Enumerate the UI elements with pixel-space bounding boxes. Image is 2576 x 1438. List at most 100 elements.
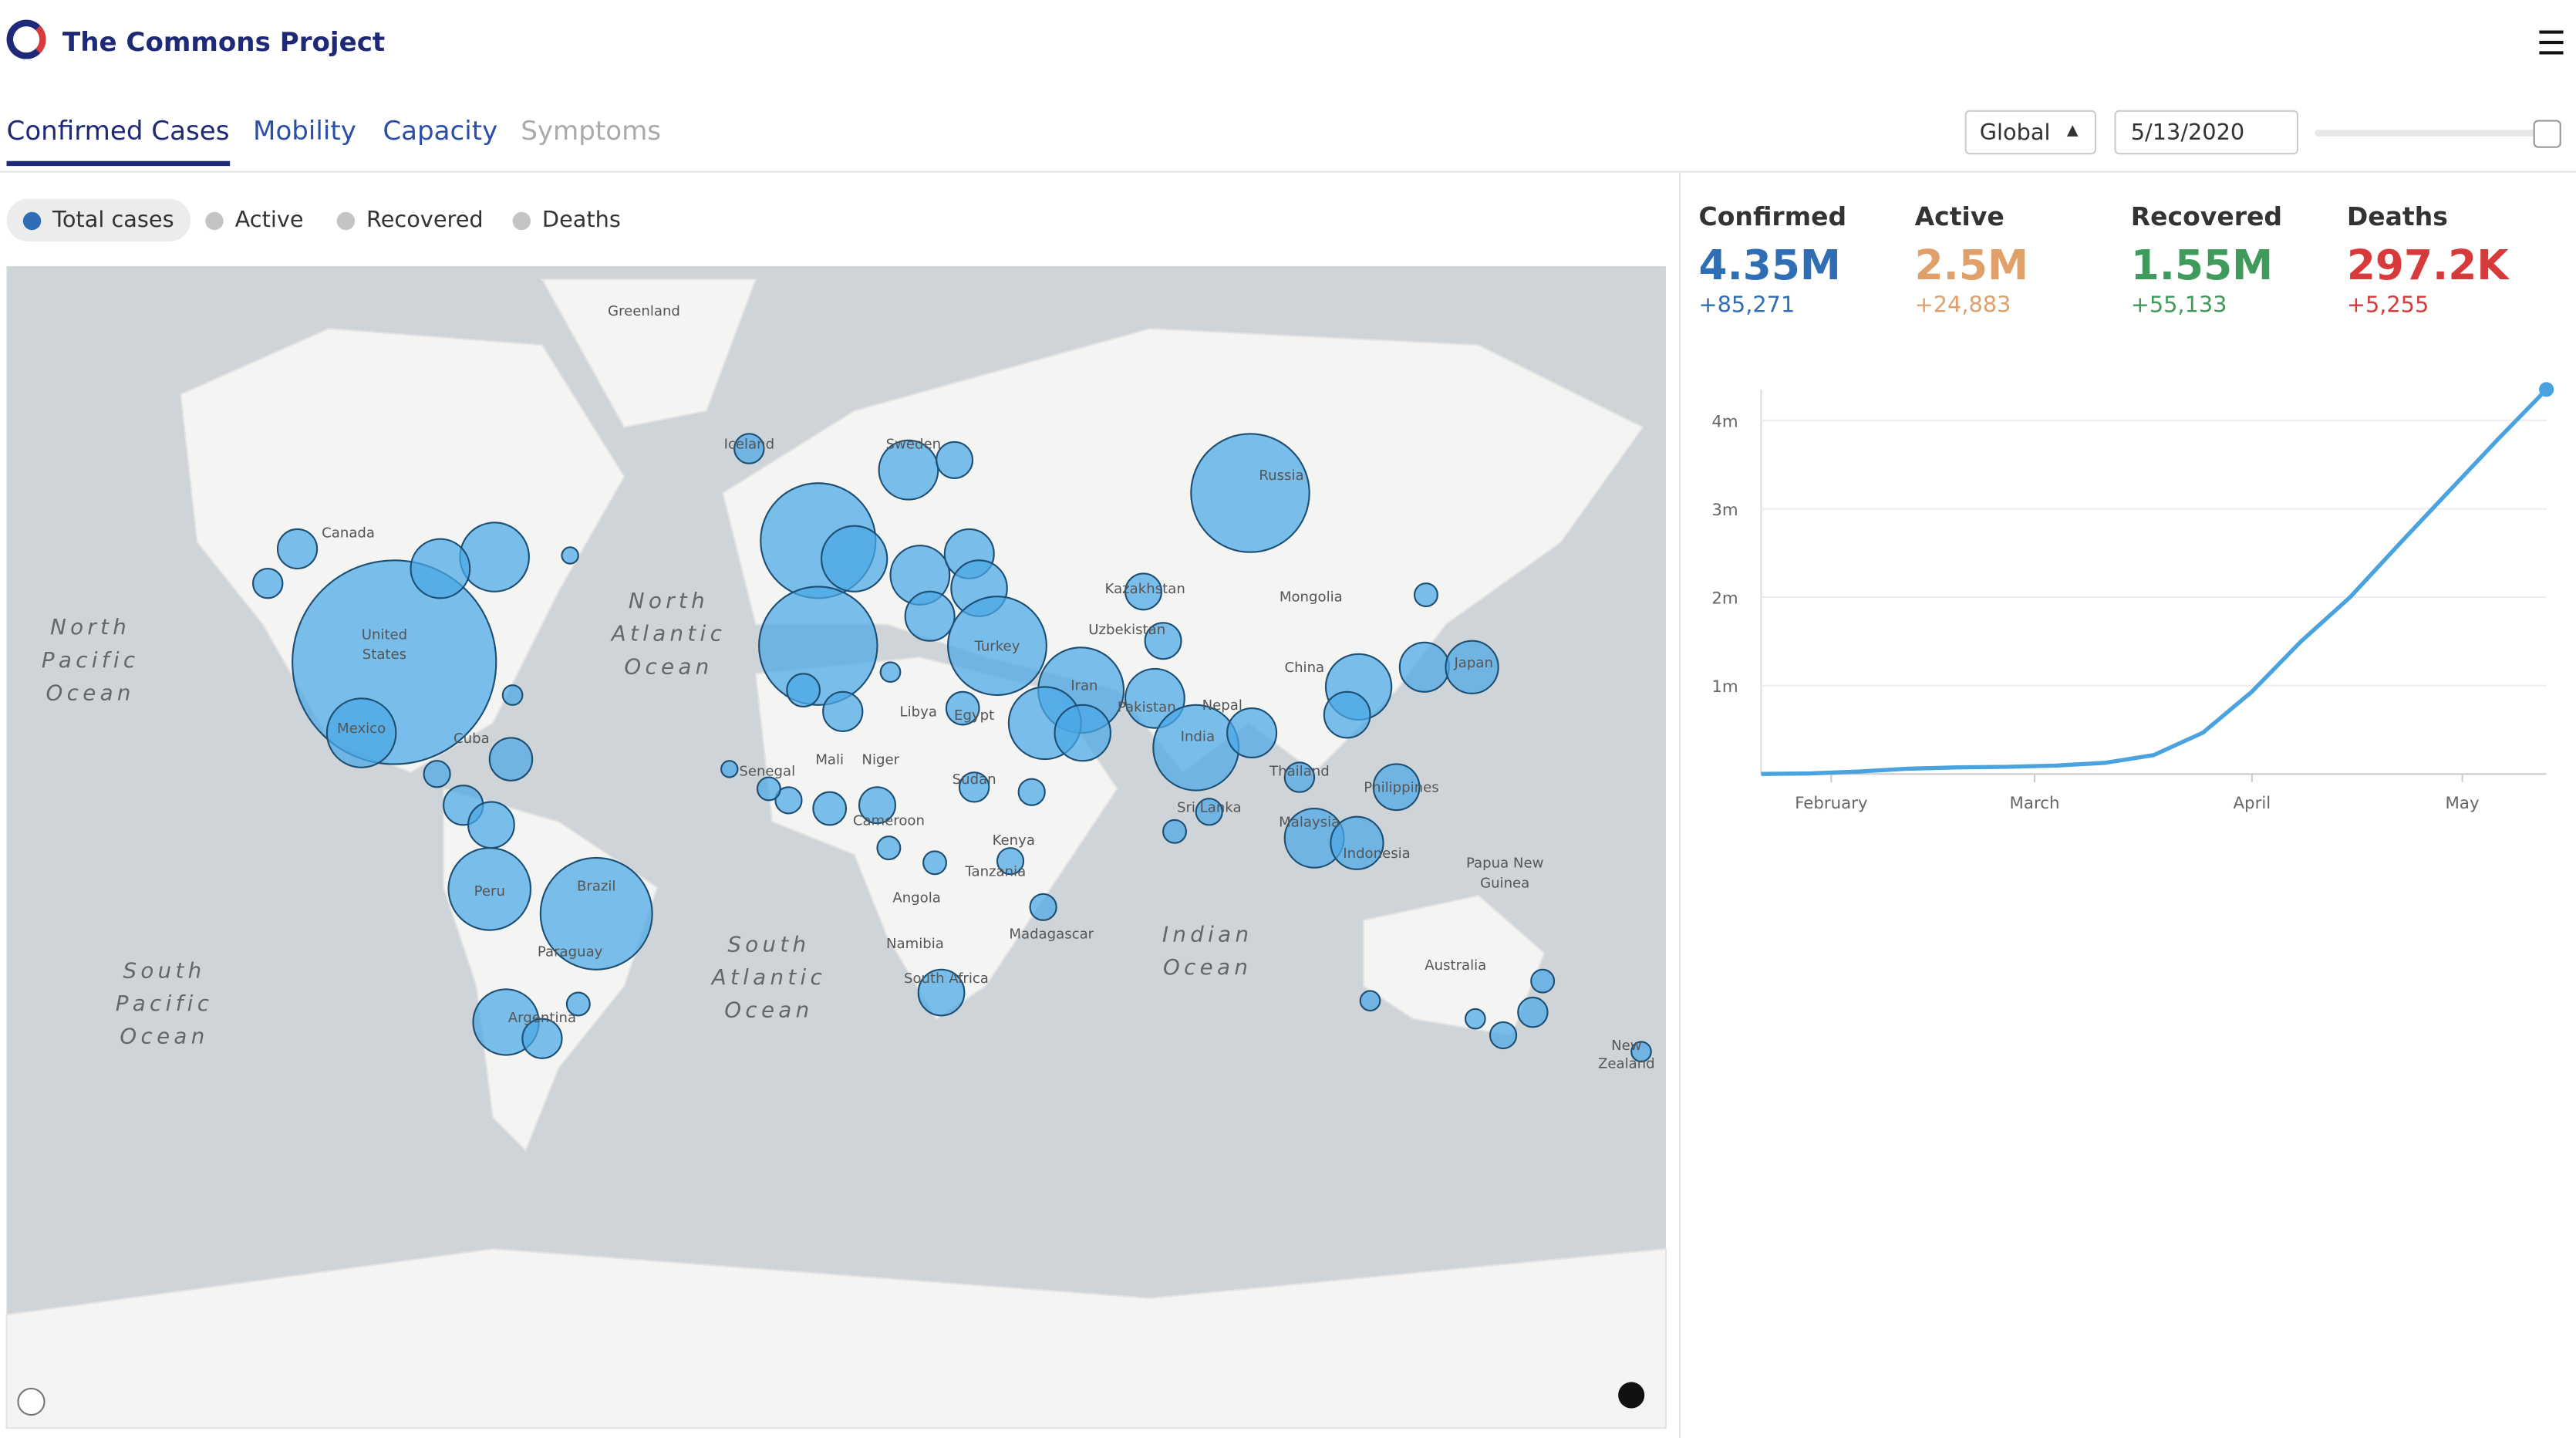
case-bubble[interactable] (858, 786, 896, 825)
case-bubble[interactable] (467, 801, 515, 849)
case-bubble[interactable] (904, 590, 956, 642)
case-bubble[interactable] (1530, 968, 1556, 994)
map-logo (17, 1387, 46, 1416)
case-bubble[interactable] (1323, 690, 1371, 739)
map-label: Pakistan (1118, 699, 1176, 715)
case-bubble[interactable] (936, 441, 974, 479)
case-bubble[interactable] (1413, 582, 1438, 608)
case-bubble[interactable] (1029, 893, 1057, 921)
map-label: Mexico (337, 721, 386, 737)
x-tick-label: March (2010, 794, 2060, 813)
case-bubble[interactable] (539, 856, 653, 970)
tab[interactable]: Confirmed Cases (6, 115, 230, 167)
tab[interactable]: Symptoms (521, 115, 662, 147)
toggle[interactable]: Recovered (320, 199, 500, 241)
case-bubble[interactable] (1283, 761, 1316, 793)
case-bubble[interactable] (758, 586, 878, 706)
date-input[interactable]: 5/13/2020 (2114, 110, 2299, 155)
case-bubble[interactable] (786, 673, 821, 708)
toggle[interactable]: Total cases (6, 198, 191, 242)
case-bubble[interactable] (922, 850, 948, 876)
case-bubble[interactable] (276, 528, 319, 570)
stat: Deaths 297.2K +5,255 (2347, 202, 2509, 319)
case-bubble[interactable] (1445, 640, 1499, 694)
region-select[interactable]: Global ▲ (1964, 110, 2097, 155)
stat: Confirmed 4.35M +85,271 (1699, 202, 1847, 319)
case-bubble[interactable] (1124, 572, 1163, 611)
case-bubble[interactable] (733, 433, 765, 464)
stat-change: +5,255 (2346, 292, 2429, 319)
map-label: Cameroon (853, 812, 925, 829)
case-bubble[interactable] (1330, 815, 1384, 870)
case-bubble[interactable] (876, 835, 902, 861)
case-bubble[interactable] (1152, 704, 1240, 792)
map-label: United (362, 627, 407, 643)
ocean-label: Atlantic (710, 964, 826, 990)
case-bubble[interactable] (996, 847, 1025, 876)
case-bubble[interactable] (1017, 778, 1046, 806)
case-bubble[interactable] (251, 567, 284, 599)
case-bubble[interactable] (820, 525, 888, 592)
case-bubble[interactable] (1398, 641, 1450, 693)
map-label: Mongolia (1280, 589, 1343, 606)
case-bubble[interactable] (565, 991, 591, 1017)
case-bubble[interactable] (774, 786, 803, 815)
map-label: Papua New (1466, 856, 1544, 872)
map-label: Iran (1071, 678, 1097, 694)
tab[interactable]: Mobility (253, 115, 356, 147)
case-bubble[interactable] (1372, 763, 1421, 812)
toggle[interactable]: Active (189, 199, 320, 241)
map-label: Japan (1453, 655, 1492, 671)
case-bubble[interactable] (325, 697, 397, 768)
map-label: South Africa (904, 970, 989, 987)
case-bubble[interactable] (812, 791, 848, 826)
date-slider[interactable] (2315, 130, 2545, 137)
case-bubble[interactable] (1464, 1008, 1486, 1030)
case-bubble[interactable] (879, 661, 902, 684)
slider-handle[interactable] (2533, 120, 2561, 148)
case-bubble[interactable] (878, 439, 939, 501)
case-bubble[interactable] (501, 684, 524, 706)
case-bubble[interactable] (917, 968, 966, 1017)
info-button[interactable] (1618, 1382, 1645, 1409)
case-bubble[interactable] (521, 1018, 563, 1059)
line-series (1761, 387, 2548, 776)
map-label: Turkey (974, 639, 1020, 655)
map-label: Nepal (1202, 697, 1242, 714)
toggle-label: Recovered (366, 207, 484, 234)
case-bubble[interactable] (488, 737, 534, 781)
ocean-label: North (629, 588, 709, 613)
case-bubble[interactable] (1226, 707, 1278, 759)
case-bubble[interactable] (447, 847, 532, 931)
case-bubble[interactable] (947, 596, 1047, 697)
stat: Active 2.5M +24,883 (1915, 202, 2028, 319)
site-title[interactable]: The Commons Project (62, 26, 386, 58)
case-bubble[interactable] (1359, 990, 1381, 1012)
menu-icon[interactable]: ☰ (2536, 22, 2567, 62)
case-bubble[interactable] (1489, 1021, 1518, 1050)
toggle[interactable]: Deaths (496, 199, 637, 241)
case-bubble[interactable] (459, 522, 530, 592)
case-bubble[interactable] (1162, 819, 1187, 844)
case-bubble[interactable] (1054, 704, 1112, 762)
map-label: Kazakhstan (1105, 581, 1185, 597)
case-bubble[interactable] (720, 760, 739, 778)
case-bubble[interactable] (1190, 433, 1310, 553)
region: Global (1979, 120, 2051, 147)
case-bubble[interactable] (822, 690, 864, 732)
case-bubble[interactable] (945, 690, 980, 726)
tab[interactable]: Capacity (383, 115, 498, 147)
case-bubble[interactable] (756, 776, 781, 802)
map-label: Australia (1425, 957, 1486, 974)
case-bubble[interactable] (958, 771, 990, 803)
map-label: Namibia (886, 936, 944, 952)
case-bubble[interactable] (1195, 798, 1223, 826)
case-bubble[interactable] (423, 760, 451, 788)
case-bubble[interactable] (561, 546, 579, 565)
case-bubble[interactable] (1630, 1041, 1652, 1063)
case-bubble[interactable] (1517, 996, 1549, 1028)
case-bubble[interactable] (1144, 622, 1182, 660)
y-tick-label: 4m (1711, 412, 1738, 431)
case-bubble[interactable] (410, 538, 471, 599)
